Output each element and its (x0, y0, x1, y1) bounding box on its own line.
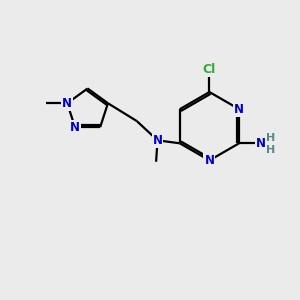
Text: H: H (266, 133, 275, 143)
Text: N: N (153, 134, 163, 147)
Text: N: N (234, 103, 244, 116)
Text: N: N (204, 154, 214, 167)
Text: N: N (70, 121, 80, 134)
Text: N: N (62, 97, 72, 110)
Text: Cl: Cl (203, 63, 216, 76)
Text: H: H (266, 145, 275, 155)
Text: N: N (255, 137, 266, 150)
